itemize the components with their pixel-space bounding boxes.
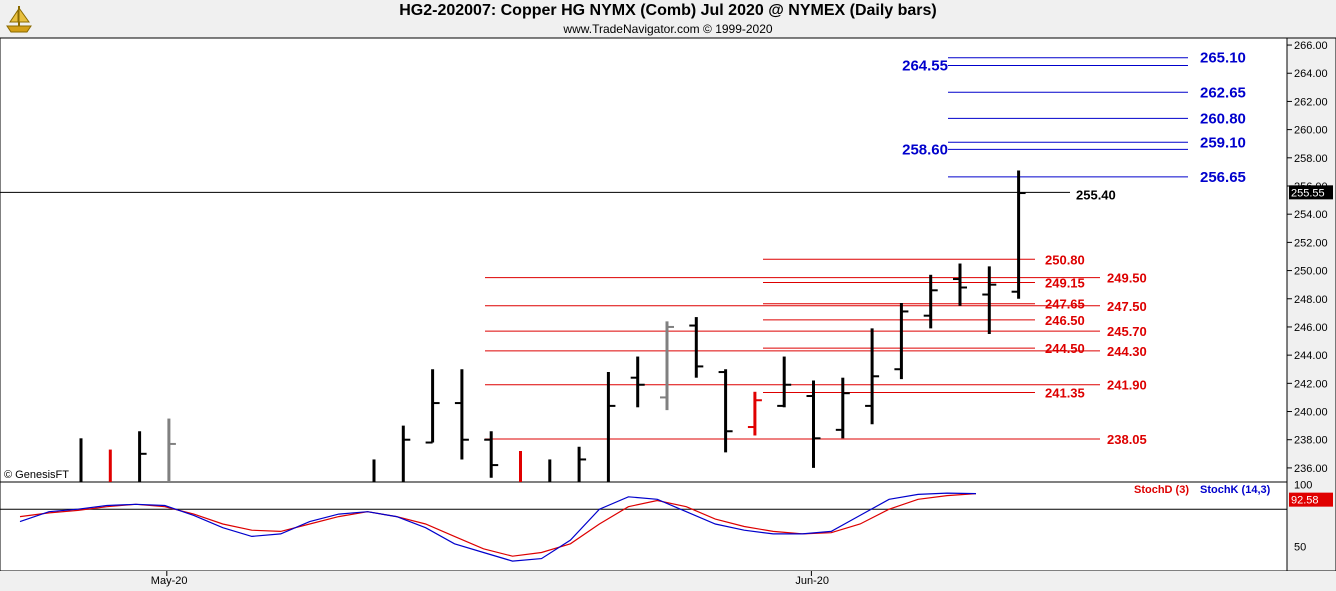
current-price-label: 255.55 [1291,187,1325,199]
level-label: 249.15 [1045,276,1085,291]
price-tick-label: 266.00 [1294,40,1328,52]
level-label: 247.50 [1107,299,1147,314]
chart-subtitle: www.TradeNavigator.com © 1999-2020 [563,22,773,36]
level-label: 259.10 [1200,134,1246,151]
stoch-k-line [19,492,977,562]
date-label: Jun-20 [795,575,829,587]
level-label: 241.35 [1045,385,1085,400]
price-tick-label: 264.00 [1294,68,1328,80]
date-axis [0,571,1336,591]
stoch-d-legend: StochD (3) [1134,484,1189,496]
price-tick-label: 258.00 [1294,153,1328,165]
price-axis [1286,37,1336,572]
price-tick-label: 262.00 [1294,96,1328,108]
price-tick-label: 236.00 [1294,463,1328,475]
level-label: 258.60 [902,141,948,158]
level-label: 255.40 [1076,187,1116,202]
level-label: 246.50 [1045,313,1085,328]
price-tick-label: 244.00 [1294,350,1328,362]
level-label: 249.50 [1107,271,1147,286]
current-price-badge [1289,185,1333,200]
level-label: 247.65 [1045,297,1085,312]
price-tick-label: 242.00 [1294,378,1328,390]
date-label: May-20 [151,575,188,587]
price-tick-label: 238.00 [1294,435,1328,447]
level-label: 245.70 [1107,324,1147,339]
level-label: 241.90 [1107,378,1147,393]
price-tick-label: 240.00 [1294,407,1328,419]
price-tick-label: 248.00 [1294,294,1328,306]
stochastic-panel [0,481,1288,572]
price-tick-label: 246.00 [1294,322,1328,334]
level-label: 238.05 [1107,432,1147,447]
trade-navigator-ship-logo-icon [3,2,35,34]
price-tick-label: 260.00 [1294,125,1328,137]
level-label: 264.55 [902,57,948,74]
level-label: 244.30 [1107,344,1147,359]
chart-header: HG2-202007: Copper HG NYMX (Comb) Jul 20… [0,0,1336,38]
price-tick-label: 250.00 [1294,266,1328,278]
level-label: 262.65 [1200,84,1246,101]
stoch-value-badge [1289,492,1333,507]
level-label: 256.65 [1200,169,1246,186]
level-label: 244.50 [1045,341,1085,356]
level-label: 260.80 [1200,110,1246,127]
level-label: 265.10 [1200,50,1246,67]
stoch-tick-label: 50 [1294,541,1306,553]
price-tick-label: 252.00 [1294,237,1328,249]
copyright-label: © GenesisFT [4,469,69,481]
stoch-tick-label: 100 [1294,479,1312,491]
price-panel [0,37,1288,483]
chart-title: HG2-202007: Copper HG NYMX (Comb) Jul 20… [399,2,937,19]
stoch-value-label: 92.58 [1291,495,1319,507]
price-tick-label: 254.00 [1294,209,1328,221]
stoch-k-legend: StochK (14,3) [1200,484,1271,496]
level-label: 250.80 [1045,252,1085,267]
